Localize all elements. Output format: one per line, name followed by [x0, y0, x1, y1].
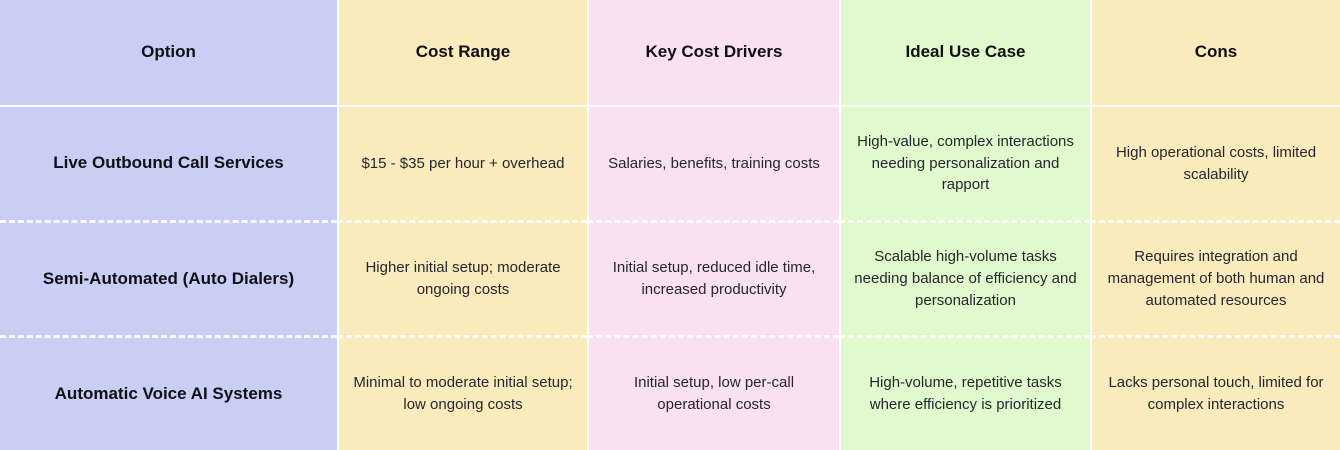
column-header-cost-range: Cost Range	[337, 0, 587, 105]
table-header-row: Option Cost Range Key Cost Drivers Ideal…	[0, 0, 1340, 105]
cell-cost-range: $15 - $35 per hour + overhead	[337, 105, 587, 220]
cell-cons: Requires integration and management of b…	[1090, 220, 1340, 335]
table-row-live-outbound: Live Outbound Call Services $15 - $35 pe…	[0, 105, 1340, 220]
table-row-semi-automated: Semi-Automated (Auto Dialers) Higher ini…	[0, 220, 1340, 335]
column-header-key-cost-drivers: Key Cost Drivers	[587, 0, 839, 105]
cell-key-cost-drivers: Initial setup, reduced idle time, increa…	[587, 220, 839, 335]
cell-ideal-use-case: High-volume, repetitive tasks where effi…	[839, 335, 1090, 450]
cell-key-cost-drivers: Salaries, benefits, training costs	[587, 105, 839, 220]
table-row-automatic-voice-ai: Automatic Voice AI Systems Minimal to mo…	[0, 335, 1340, 450]
cell-cost-range: Minimal to moderate initial setup; low o…	[337, 335, 587, 450]
cell-cons: High operational costs, limited scalabil…	[1090, 105, 1340, 220]
cell-ideal-use-case: High-value, complex interactions needing…	[839, 105, 1090, 220]
cell-ideal-use-case: Scalable high-volume tasks needing balan…	[839, 220, 1090, 335]
cell-option: Live Outbound Call Services	[0, 105, 337, 220]
column-header-ideal-use-case: Ideal Use Case	[839, 0, 1090, 105]
cell-cost-range: Higher initial setup; moderate ongoing c…	[337, 220, 587, 335]
cell-option: Automatic Voice AI Systems	[0, 335, 337, 450]
cell-option: Semi-Automated (Auto Dialers)	[0, 220, 337, 335]
cell-key-cost-drivers: Initial setup, low per-call operational …	[587, 335, 839, 450]
cell-cons: Lacks personal touch, limited for comple…	[1090, 335, 1340, 450]
column-header-cons: Cons	[1090, 0, 1340, 105]
column-header-option: Option	[0, 0, 337, 105]
